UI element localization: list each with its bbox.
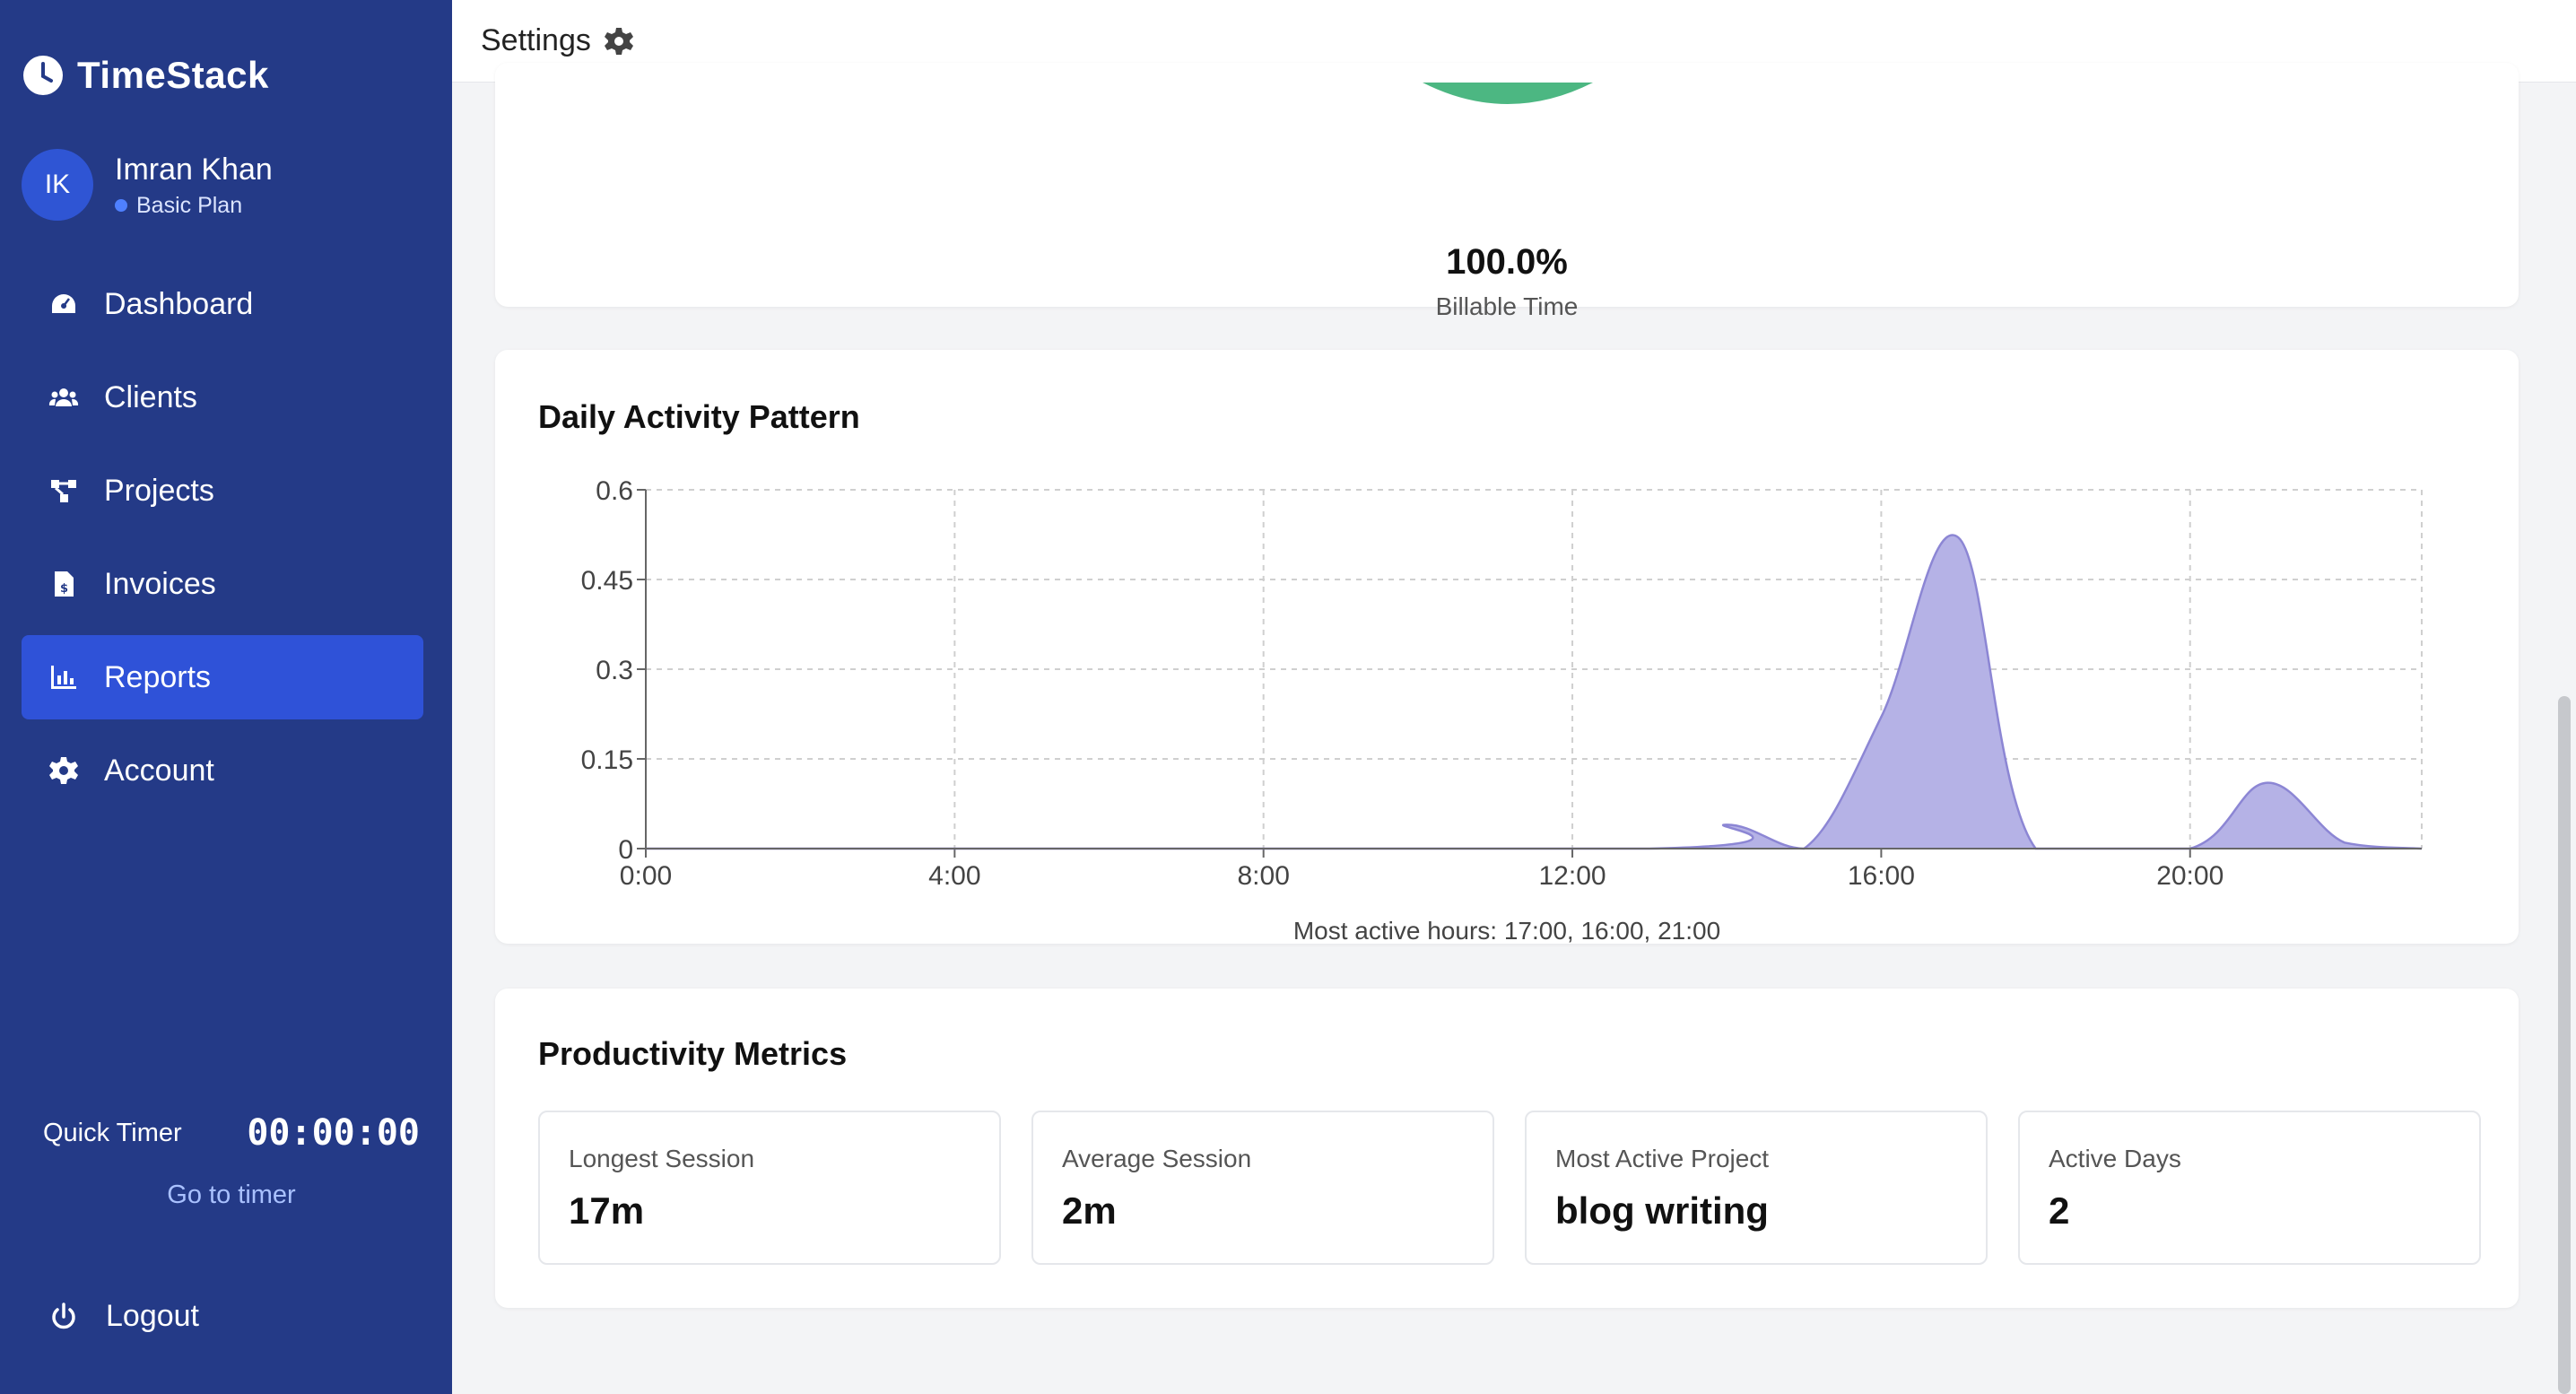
- billable-time-value: 100.0%: [1446, 242, 1568, 282]
- metric-value: 2: [2049, 1189, 2070, 1232]
- x-tick-label: 4:00: [928, 861, 980, 891]
- sidebar-nav: Dashboard Clients Projects $: [22, 262, 423, 822]
- activity-line: [646, 534, 2423, 850]
- svg-text:$: $: [60, 582, 68, 596]
- user-name: Imran Khan: [115, 152, 273, 187]
- quick-timer-label: Quick Timer: [43, 1118, 182, 1147]
- metric-value: blog writing: [1555, 1189, 1769, 1232]
- sidebar: TimeStack IK Imran Khan Basic Plan Dashb…: [0, 0, 452, 1394]
- sidebar-item-label: Dashboard: [104, 286, 254, 321]
- logout-label: Logout: [106, 1299, 199, 1333]
- metric-most-active-project: Most Active Project blog writing: [1525, 1111, 1988, 1265]
- user-info: Imran Khan Basic Plan: [115, 152, 273, 219]
- daily-activity-card: Daily Activity Pattern 0 0.15 0.3 0.45 0.6 0:…: [495, 350, 2519, 945]
- x-tick-label: 16:00: [1848, 861, 1915, 891]
- productivity-metrics-card: Productivity Metrics Longest Session 17m…: [495, 989, 2519, 1308]
- sidebar-item-account[interactable]: Account: [22, 728, 423, 813]
- sidebar-item-label: Account: [104, 753, 214, 788]
- billable-pie-slice: [1423, 83, 1593, 104]
- users-icon: [48, 388, 79, 406]
- metric-average-session: Average Session 2m: [1031, 1111, 1494, 1265]
- billable-time-label: Billable Time: [1435, 292, 1579, 320]
- dashboard-icon: [52, 294, 75, 313]
- metrics-grid: Longest Session 17m Average Session 2m M…: [538, 1111, 2481, 1265]
- quick-timer-row: Quick Timer 00:00:00: [43, 1112, 420, 1154]
- plan-label: Basic Plan: [136, 192, 243, 218]
- logout-button[interactable]: Logout: [48, 1299, 199, 1334]
- user-profile: IK Imran Khan Basic Plan: [22, 149, 273, 221]
- chart-bar-icon: [51, 666, 76, 689]
- clock-icon: [23, 56, 63, 95]
- activity-chart: 0 0.15 0.3 0.45 0.6 0:00 4:00 8:00 12:00 16:00 20:…: [581, 476, 2423, 891]
- sidebar-item-projects[interactable]: Projects: [22, 449, 423, 533]
- x-tick-label: 20:00: [2156, 861, 2224, 891]
- brand[interactable]: TimeStack: [22, 54, 269, 97]
- sidebar-item-reports[interactable]: Reports: [22, 635, 423, 719]
- invoice-icon: $: [55, 571, 74, 597]
- metric-value: 17m: [569, 1189, 645, 1232]
- x-tick-label: 12:00: [1539, 861, 1606, 891]
- avatar: IK: [22, 149, 93, 221]
- x-tick-label: 0:00: [620, 861, 672, 891]
- brand-name: TimeStack: [77, 54, 269, 96]
- power-icon: [52, 1302, 75, 1329]
- user-plan: Basic Plan: [115, 193, 273, 219]
- sidebar-item-clients[interactable]: Clients: [22, 355, 423, 440]
- y-tick-label: 0.6: [596, 476, 633, 506]
- metric-label: Average Session: [1062, 1145, 1252, 1172]
- settings-gear-icon[interactable]: [604, 26, 634, 57]
- activity-title: Daily Activity Pattern: [538, 398, 860, 435]
- plan-dot-icon: [115, 199, 127, 212]
- metric-label: Most Active Project: [1555, 1145, 1770, 1172]
- activity-area: [646, 535, 2422, 849]
- y-tick-label: 0.3: [596, 656, 633, 685]
- sidebar-item-label: Projects: [104, 473, 214, 508]
- activity-caption: Most active hours: 17:00, 16:00, 21:00: [1292, 917, 1721, 945]
- sidebar-item-label: Reports: [104, 659, 212, 694]
- projects-icon: [51, 480, 76, 502]
- metric-longest-session: Longest Session 17m: [538, 1111, 1001, 1265]
- metrics-title: Productivity Metrics: [538, 1035, 848, 1072]
- go-to-timer-link[interactable]: Go to timer: [167, 1181, 296, 1209]
- x-tick-label: 8:00: [1238, 861, 1290, 891]
- page-scrollbar[interactable]: [2558, 696, 2571, 1394]
- quick-timer: Quick Timer 00:00:00 Go to timer: [43, 1112, 420, 1210]
- y-tick-label: 0.45: [581, 566, 633, 596]
- metric-value: 2m: [1062, 1189, 1117, 1232]
- y-tick-label: 0: [618, 835, 633, 865]
- quick-timer-value: 00:00:00: [247, 1112, 420, 1154]
- metric-label: Active Days: [2049, 1145, 2181, 1172]
- page-title[interactable]: Settings: [481, 23, 591, 57]
- sidebar-item-label: Clients: [104, 379, 197, 414]
- y-tick-label: 0.15: [581, 745, 633, 775]
- metric-label: Longest Session: [569, 1145, 755, 1172]
- sidebar-item-invoices[interactable]: $ Invoices: [22, 542, 423, 626]
- metric-active-days: Active Days 2: [2018, 1111, 2481, 1265]
- sidebar-item-dashboard[interactable]: Dashboard: [22, 262, 423, 346]
- sidebar-item-label: Invoices: [104, 566, 216, 601]
- gear-icon: [49, 757, 78, 784]
